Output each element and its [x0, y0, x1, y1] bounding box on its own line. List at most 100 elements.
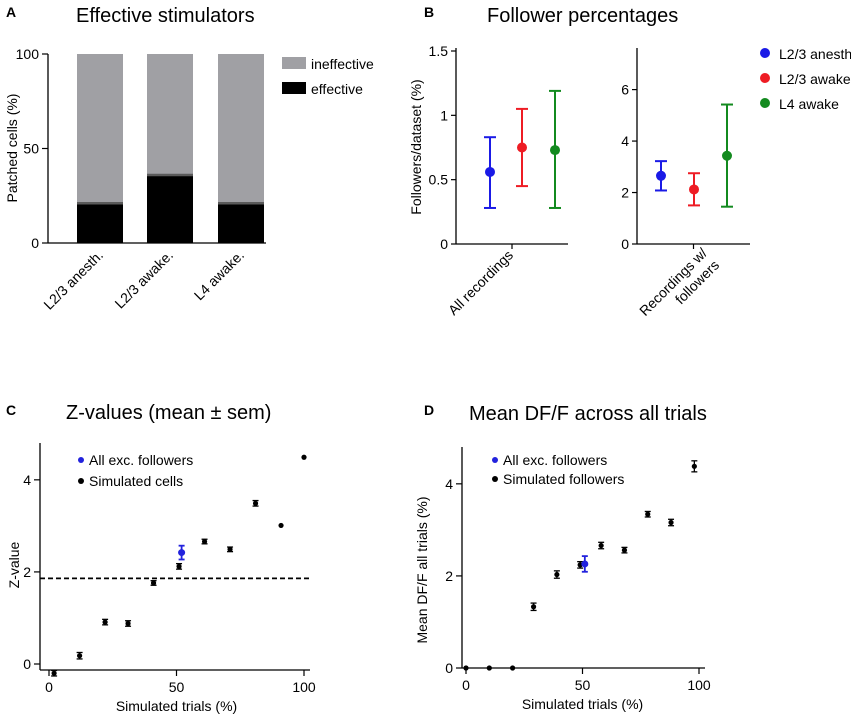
- bar-effective-1: [147, 174, 193, 243]
- y-axis-label: Z-value: [6, 541, 22, 588]
- panel-d-chart: 0 2 4 0 50 100 Simulated trials (%) Mean DF/F a…: [414, 447, 711, 712]
- panel-b-title: Follower percentages: [487, 5, 678, 27]
- x-tick-label-0: 0: [45, 679, 53, 695]
- y-tick-label-4: 4: [445, 476, 453, 492]
- y-tick-label-0: 0: [445, 660, 453, 676]
- simulated-point-9: [668, 519, 674, 526]
- simulated-point-4: [554, 571, 560, 578]
- y-tick-label-0: 0: [31, 235, 39, 251]
- legend-marker-1: [760, 73, 770, 83]
- y-tick-label-2: 2: [23, 564, 31, 580]
- panel-letter-d: D: [424, 402, 434, 418]
- sub1-point-1: [689, 184, 699, 195]
- sub1-x-axis-label: Recordings w/followers: [636, 245, 722, 331]
- sub0-point-2: [550, 145, 560, 156]
- x-axis-label: Simulated trials (%): [522, 696, 643, 712]
- simulated-point-5: [176, 563, 182, 569]
- follower-point-0: [178, 549, 186, 557]
- sub0-point-1: [517, 142, 527, 153]
- simulated-point-1: [486, 665, 492, 671]
- legend-label-1: L2/3 awake: [779, 71, 851, 87]
- simulated-point-0: [463, 665, 469, 671]
- sub0-y-tick-label-2: 1: [440, 107, 448, 123]
- sub0-y-tick-label-0: 0: [440, 236, 448, 252]
- simulated-point-9: [278, 522, 284, 529]
- legend-label-ineffective: ineffective: [311, 56, 374, 72]
- panel-a-chart: L2/3 anesth. L2/3 awake. L4 awake. 0 50 100 Pa…: [4, 46, 374, 313]
- x-tick-label-50: 50: [575, 677, 591, 693]
- simulated-point-2: [102, 619, 108, 625]
- panel-letter-b: B: [424, 4, 434, 20]
- legend-label-0: All exc. followers: [503, 452, 607, 468]
- legend-marker-1: [492, 476, 498, 482]
- sub1-y-tick-label-2: 4: [621, 133, 629, 149]
- bar-ineffective-0: [77, 54, 123, 204]
- legend-label-0: L2/3 anesth.: [779, 46, 851, 62]
- legend-label-2: L4 awake: [779, 96, 839, 112]
- bar-effective-0: [77, 203, 123, 243]
- legend-label-1: Simulated followers: [503, 471, 624, 487]
- sub1-y-tick-label-3: 6: [621, 82, 629, 98]
- y-tick-label-100: 100: [16, 46, 40, 62]
- sub1-point-2: [722, 150, 732, 161]
- simulated-point-6: [201, 538, 208, 545]
- panel-a-title: Effective stimulators: [76, 5, 255, 27]
- legend-marker-0: [78, 457, 84, 463]
- simulated-point-10: [301, 454, 307, 460]
- sub1-y-tick-label-0: 0: [621, 236, 629, 252]
- legend-marker-1: [78, 478, 84, 484]
- simulated-point-6: [598, 542, 604, 549]
- sub0-y-tick-label-3: 1.5: [429, 43, 449, 59]
- panel-letter-a: A: [6, 4, 16, 20]
- simulated-point-2: [509, 665, 516, 671]
- x-axis-label: Simulated trials (%): [116, 698, 237, 714]
- simulated-point-0: [51, 670, 57, 676]
- x-tick-label-1: L2/3 awake.: [111, 247, 176, 312]
- legend-swatch-effective: [282, 82, 306, 94]
- bar-ineffective-1: [147, 54, 193, 175]
- panel-letter-c: C: [6, 402, 16, 418]
- panel-c-chart: 0 2 4 0 50 100 Simulated trials (%) Z-value All …: [6, 443, 316, 714]
- sub0-x-axis-label: All recordings: [445, 247, 516, 318]
- simulated-point-4: [150, 580, 157, 586]
- legend-label-effective: effective: [311, 81, 363, 97]
- simulated-point-7: [621, 547, 628, 553]
- sub0-point-0: [485, 166, 495, 177]
- legend-label-0: All exc. followers: [89, 452, 193, 468]
- y-tick-label-2: 2: [445, 568, 453, 584]
- legend-marker-0: [760, 48, 770, 58]
- y-axis-label: Mean DF/F all trials (%): [414, 496, 430, 643]
- x-tick-label-0: L2/3 anesth.: [40, 247, 106, 313]
- simulated-point-8: [252, 500, 259, 506]
- x-tick-label-100: 100: [687, 677, 711, 693]
- follower-point-0: [581, 560, 589, 568]
- x-tick-label-2: L4 awake.: [191, 247, 247, 303]
- simulated-point-1: [77, 653, 83, 659]
- legend-marker-2: [760, 98, 770, 108]
- panel-b-chart: 0 0.5 1 1.5 Followers/dataset (%) All recordi…: [408, 43, 851, 331]
- bar-effective-2: [218, 203, 264, 243]
- sub0-y-axis-label: Followers/dataset (%): [408, 79, 424, 214]
- simulated-point-7: [227, 546, 233, 552]
- y-tick-label-4: 4: [23, 472, 31, 488]
- simulated-point-8: [645, 511, 651, 517]
- simulated-point-3: [125, 620, 131, 627]
- x-tick-label-0: 0: [462, 677, 470, 693]
- y-axis-label: Patched cells (%): [4, 94, 20, 203]
- legend-label-1: Simulated cells: [89, 473, 183, 489]
- sub1-point-0: [656, 170, 666, 181]
- x-tick-label-50: 50: [169, 679, 185, 695]
- legend-swatch-ineffective: [282, 57, 306, 69]
- simulated-point-10: [691, 463, 697, 469]
- sub1-y-tick-label-1: 2: [621, 185, 629, 201]
- y-tick-label-0: 0: [23, 656, 31, 672]
- panel-d-title: Mean DF/F across all trials: [469, 403, 707, 425]
- panel-c-title: Z-values (mean ± sem): [66, 402, 271, 424]
- y-tick-label-50: 50: [23, 141, 39, 157]
- sub0-y-tick-label-1: 0.5: [429, 172, 449, 188]
- bar-ineffective-2: [218, 54, 264, 204]
- simulated-point-3: [530, 604, 537, 610]
- x-tick-label-100: 100: [292, 679, 316, 695]
- legend-marker-0: [492, 457, 498, 463]
